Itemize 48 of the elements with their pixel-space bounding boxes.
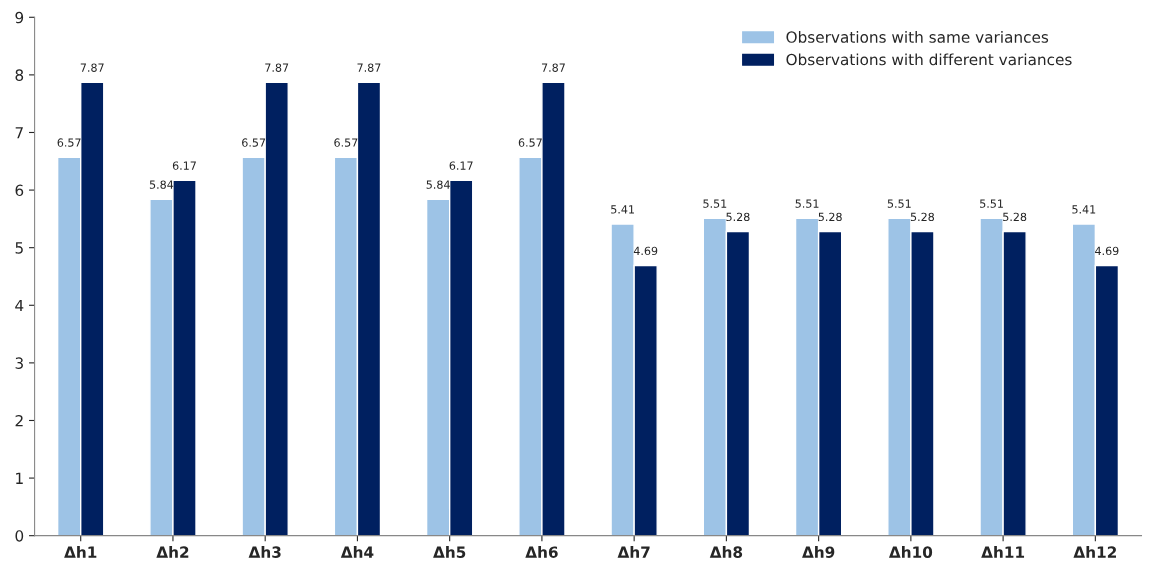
data-label: 6.57 xyxy=(518,138,542,147)
legend-label: Observations with different variances xyxy=(786,53,1072,66)
y-tick-label: 5 xyxy=(15,242,23,254)
data-label: 5.28 xyxy=(1003,212,1027,222)
data-label: 6.17 xyxy=(449,161,473,170)
y-tick-label: 1 xyxy=(16,472,23,484)
x-tick-label: Δh10 xyxy=(888,546,933,558)
data-label: 5.84 xyxy=(426,180,450,189)
x-tick-label: Δh5 xyxy=(433,546,466,558)
x-tick-label: Δh3 xyxy=(248,546,281,558)
data-label: 5.41 xyxy=(1072,205,1096,214)
data-label: 4.69 xyxy=(1095,246,1119,256)
data-label: 5.28 xyxy=(910,212,935,222)
y-tick-label: 8 xyxy=(15,69,24,81)
data-label: 5.51 xyxy=(703,199,727,208)
data-label: 6.57 xyxy=(57,138,81,147)
x-tick-label: Δh2 xyxy=(156,546,189,558)
data-label: 5.41 xyxy=(611,205,634,214)
data-label: 6.57 xyxy=(242,138,266,147)
y-tick-label: 2 xyxy=(15,414,23,427)
x-tick-label: Δh12 xyxy=(1073,546,1116,558)
y-tick-label: 6 xyxy=(15,184,24,197)
data-label: 5.51 xyxy=(795,199,819,208)
data-label: 7.87 xyxy=(80,63,104,72)
x-tick-label: Δh4 xyxy=(340,546,374,558)
y-tick-label: 7 xyxy=(15,127,23,139)
data-label: 6.17 xyxy=(172,161,196,170)
x-tick-label: Δh6 xyxy=(525,546,558,558)
data-label: 5.28 xyxy=(818,212,842,222)
x-tick-label: Δh9 xyxy=(802,546,835,558)
y-tick-label: 9 xyxy=(15,11,24,24)
legend-label: Observations with same variances xyxy=(786,31,1049,43)
x-tick-label: Δh8 xyxy=(709,546,743,558)
data-label: 5.28 xyxy=(726,212,750,222)
data-label: 7.87 xyxy=(541,63,565,72)
data-label: 5.51 xyxy=(980,199,1003,208)
y-tick-label: 3 xyxy=(15,357,23,369)
data-label: 4.69 xyxy=(633,246,658,256)
data-label: 5.51 xyxy=(887,199,911,208)
data-label: 7.87 xyxy=(265,63,289,72)
data-label: 6.57 xyxy=(334,138,358,147)
data-label: 7.87 xyxy=(357,63,381,72)
y-tick-label: 0 xyxy=(15,530,24,542)
x-tick-label: Δh11 xyxy=(981,546,1025,558)
x-tick-label: Δh7 xyxy=(617,546,650,558)
x-tick-label: Δh1 xyxy=(64,546,97,558)
data-label: 5.84 xyxy=(149,180,174,189)
y-tick-label: 4 xyxy=(15,299,24,312)
